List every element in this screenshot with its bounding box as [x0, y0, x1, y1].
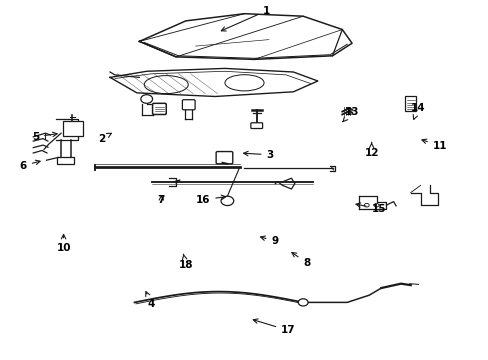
- Circle shape: [141, 95, 152, 103]
- Text: 10: 10: [56, 234, 71, 253]
- Text: 5: 5: [32, 132, 57, 142]
- Text: 9: 9: [260, 236, 278, 246]
- Circle shape: [298, 299, 307, 306]
- Text: 11: 11: [421, 139, 447, 151]
- Text: 2: 2: [98, 133, 111, 144]
- Text: 7: 7: [157, 195, 165, 205]
- Circle shape: [373, 203, 378, 207]
- Circle shape: [364, 203, 368, 207]
- Text: 15: 15: [355, 203, 386, 214]
- Text: 13: 13: [342, 107, 359, 122]
- Text: 3: 3: [243, 150, 273, 160]
- FancyBboxPatch shape: [152, 103, 166, 114]
- FancyBboxPatch shape: [250, 123, 262, 129]
- Text: 6: 6: [20, 160, 40, 171]
- Text: 1: 1: [221, 6, 269, 31]
- FancyBboxPatch shape: [182, 100, 195, 110]
- Text: 8: 8: [291, 252, 310, 268]
- Text: 4: 4: [145, 292, 155, 309]
- Text: 18: 18: [178, 254, 193, 270]
- Text: 12: 12: [364, 143, 378, 158]
- FancyBboxPatch shape: [405, 96, 415, 111]
- Text: 17: 17: [253, 319, 295, 336]
- FancyBboxPatch shape: [57, 157, 74, 164]
- Text: 16: 16: [195, 195, 225, 205]
- FancyBboxPatch shape: [216, 152, 232, 164]
- Circle shape: [221, 196, 233, 206]
- Text: 14: 14: [410, 103, 425, 120]
- FancyBboxPatch shape: [62, 121, 83, 136]
